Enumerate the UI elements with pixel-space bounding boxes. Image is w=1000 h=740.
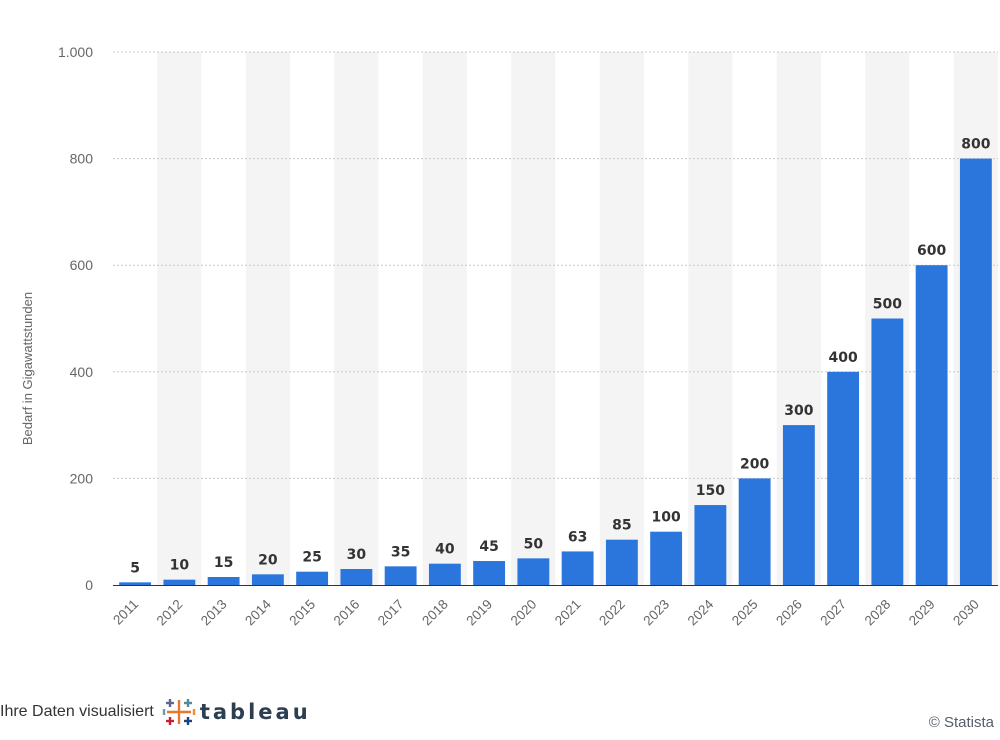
x-tick-label: 2011	[110, 597, 141, 628]
y-tick-label: 400	[70, 364, 94, 380]
x-tick-label: 2016	[331, 597, 363, 629]
bar-value-label: 45	[479, 539, 498, 555]
bar[interactable]	[296, 571, 329, 585]
tableau-wordmark: tableau	[199, 700, 311, 724]
x-tick-label: 2023	[640, 597, 672, 629]
bar[interactable]	[561, 551, 594, 585]
category-band	[511, 52, 556, 585]
y-tick-label: 0	[85, 577, 93, 593]
bar-value-label: 30	[347, 547, 367, 563]
x-tick-label: 2018	[419, 597, 451, 629]
y-tick-label: 1.000	[58, 44, 93, 60]
x-tick-label: 2029	[906, 597, 938, 629]
category-band	[599, 52, 644, 585]
x-axis-ticks: 2011 2012 2013 2014 2015 2016 2017 2018 2019 2020…	[110, 596, 982, 628]
x-tick-label: 2022	[596, 597, 628, 629]
bar[interactable]	[384, 566, 417, 585]
bar[interactable]	[827, 371, 860, 585]
statista-credit[interactable]: © Statista	[928, 714, 994, 731]
bar-value-label: 300	[784, 403, 813, 419]
bar[interactable]	[605, 539, 638, 585]
data-labels: 5 10 15 20 25 30 35 40 45 50 63 85 100 150 200 300 400 50…	[130, 137, 990, 577]
bar[interactable]	[473, 561, 506, 585]
y-tick-label: 600	[70, 257, 94, 273]
x-tick-label: 2015	[286, 597, 318, 629]
x-tick-label: 2025	[729, 597, 761, 629]
bar[interactable]	[959, 158, 992, 585]
bar[interactable]	[251, 574, 284, 585]
bar-value-label: 400	[829, 350, 858, 366]
bar[interactable]	[340, 569, 373, 585]
bar[interactable]	[517, 558, 550, 585]
bar-value-label: 500	[873, 297, 902, 313]
category-band	[422, 52, 467, 585]
bar[interactable]	[915, 265, 948, 585]
x-tick-label: 2013	[198, 597, 230, 629]
bar-value-label: 600	[917, 243, 946, 259]
bar-value-label: 50	[524, 536, 544, 552]
bar[interactable]	[871, 318, 904, 586]
bar-value-label: 5	[130, 560, 140, 576]
bar[interactable]	[163, 579, 196, 585]
x-tick-label: 2026	[773, 597, 805, 629]
bar-value-label: 63	[568, 529, 587, 545]
x-tick-label: 2024	[685, 596, 717, 628]
x-tick-label: 2021	[552, 597, 584, 629]
tableau-logo: tableau	[162, 697, 311, 727]
bar-value-label: 25	[302, 550, 321, 566]
bar-value-label: 200	[740, 456, 769, 472]
category-band	[334, 52, 379, 585]
tableau-attribution[interactable]: Ihre Daten visualisiert tableau	[0, 697, 311, 727]
x-tick-label: 2030	[950, 597, 982, 629]
bar-value-label: 35	[391, 544, 410, 560]
bar[interactable]	[738, 478, 771, 585]
category-band	[688, 52, 733, 585]
y-tick-label: 800	[70, 151, 94, 167]
category-band	[245, 52, 290, 585]
category-band	[157, 52, 202, 585]
y-axis-ticks: 0 200 400 600 800 1.000	[58, 44, 93, 593]
x-tick-label: 2012	[154, 597, 186, 629]
visualized-text: Ihre Daten visualisiert	[0, 703, 154, 720]
bar[interactable]	[782, 425, 815, 585]
bar[interactable]	[207, 577, 240, 585]
bar[interactable]	[119, 582, 152, 585]
x-tick-label: 2014	[242, 596, 274, 628]
bar-value-label: 40	[435, 542, 455, 558]
x-tick-label: 2028	[862, 597, 894, 629]
bar-value-label: 800	[961, 137, 990, 153]
y-tick-label: 200	[70, 470, 94, 486]
tableau-cross-icon	[162, 699, 196, 725]
bar[interactable]	[650, 531, 683, 585]
x-tick-label: 2020	[508, 597, 540, 629]
bar-value-label: 150	[696, 483, 725, 499]
y-axis-title: Bedarf in Gigawattstunden	[20, 292, 35, 445]
x-tick-label: 2019	[463, 597, 495, 629]
bar-value-label: 100	[652, 510, 681, 526]
bars	[119, 158, 992, 586]
bar-value-label: 15	[214, 555, 233, 571]
bar-value-label: 85	[612, 518, 631, 534]
bar-value-label: 20	[258, 552, 278, 568]
bar[interactable]	[694, 505, 727, 585]
x-tick-label: 2027	[817, 597, 849, 629]
bar[interactable]	[428, 563, 461, 585]
x-tick-label: 2017	[375, 597, 407, 629]
bar-value-label: 10	[170, 558, 190, 574]
